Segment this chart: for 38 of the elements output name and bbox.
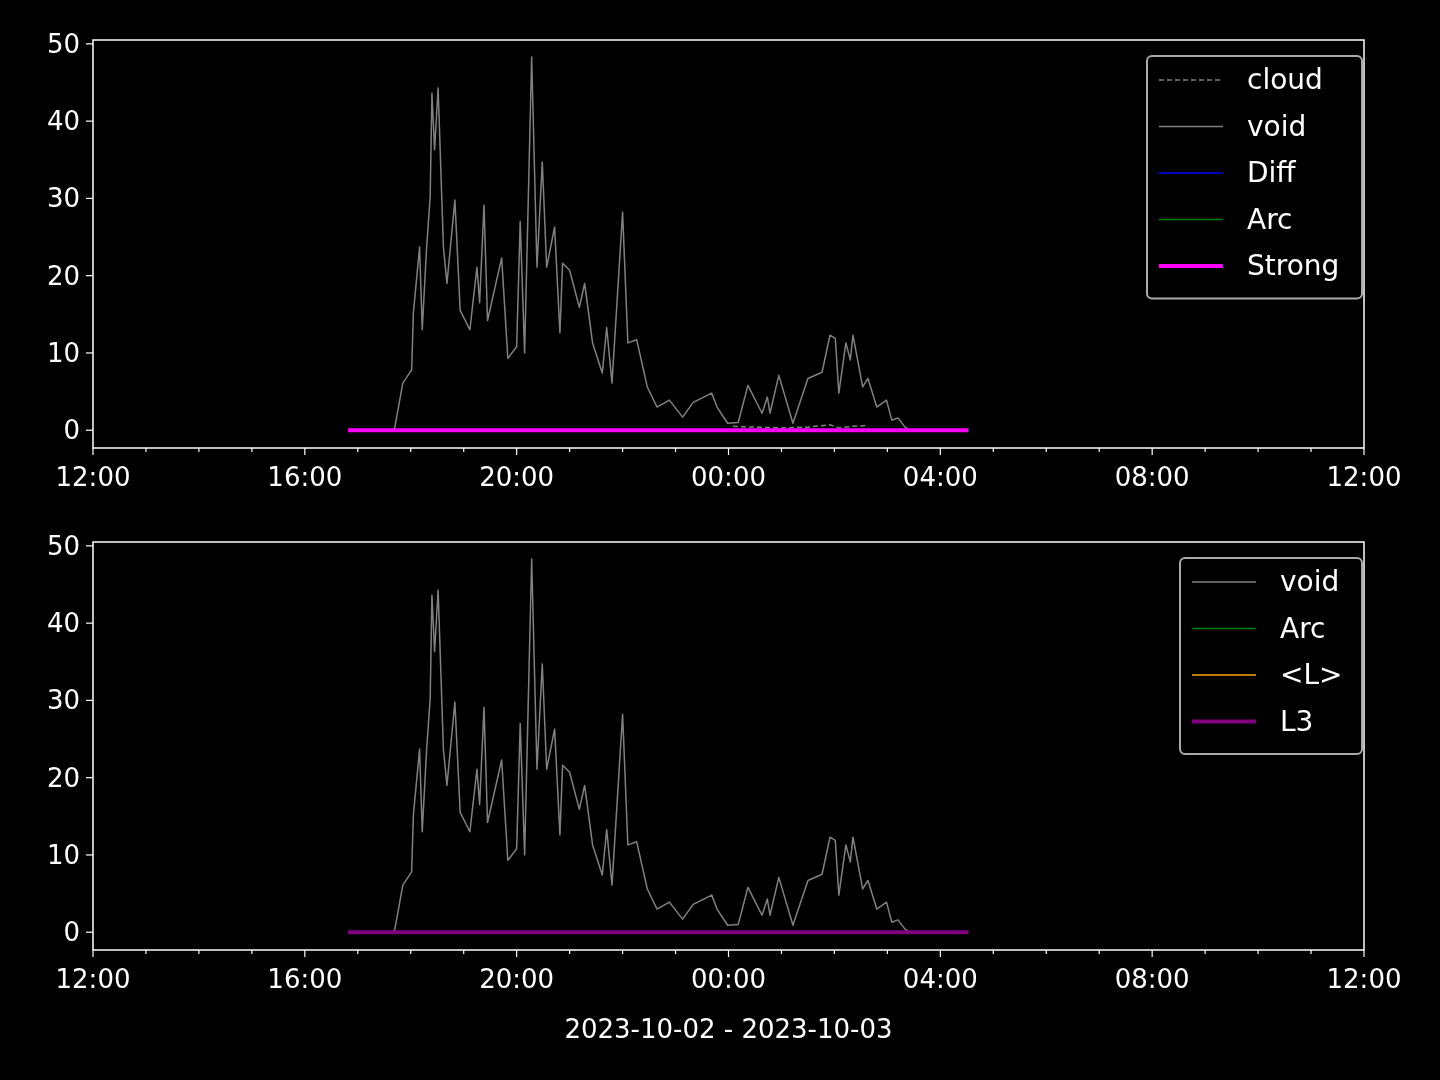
legend-label: Arc	[1247, 202, 1293, 236]
y-tick-label: 50	[46, 28, 80, 59]
y-tick-label: 40	[46, 608, 80, 639]
x-tick-label: 00:00	[691, 462, 766, 492]
x-axis-title: 2023-10-02 - 2023-10-03	[564, 1014, 893, 1044]
legend-label: Arc	[1280, 611, 1326, 645]
x-tick-label: 12:00	[55, 462, 131, 492]
legend-label: <L>	[1280, 658, 1343, 691]
line-series	[392, 56, 909, 431]
legend-label: void	[1247, 109, 1307, 143]
legend-label: void	[1280, 565, 1340, 598]
legend-label: Strong	[1247, 249, 1340, 282]
line-series	[392, 558, 909, 933]
x-tick-label: 16:00	[267, 964, 343, 994]
y-tick-label: 30	[46, 685, 80, 716]
x-tick-label: 08:00	[1114, 964, 1190, 994]
legend-label: cloud	[1247, 63, 1323, 96]
y-tick-label: 30	[46, 183, 80, 214]
x-tick-label: 00:00	[691, 964, 766, 994]
y-tick-label: 20	[46, 762, 80, 793]
legend-label: Diff	[1247, 156, 1297, 189]
x-tick-label: 08:00	[1114, 462, 1190, 492]
y-tick-label: 0	[63, 415, 80, 446]
y-tick-label: 50	[46, 530, 80, 561]
y-tick-label: 20	[46, 260, 80, 291]
x-tick-label: 20:00	[479, 964, 555, 994]
y-tick-label: 40	[46, 106, 80, 137]
legend-label: L3	[1280, 704, 1314, 738]
x-tick-label: 04:00	[902, 964, 978, 994]
y-tick-label: 0	[63, 917, 80, 948]
x-tick-label: 04:00	[902, 462, 978, 492]
y-tick-label: 10	[46, 839, 80, 870]
y-tick-label: 10	[46, 337, 80, 368]
x-tick-label: 12:00	[1326, 964, 1402, 994]
x-tick-label: 12:00	[55, 964, 131, 994]
x-tick-label: 20:00	[479, 462, 555, 492]
x-tick-label: 12:00	[1326, 462, 1402, 492]
x-tick-label: 16:00	[267, 462, 343, 492]
